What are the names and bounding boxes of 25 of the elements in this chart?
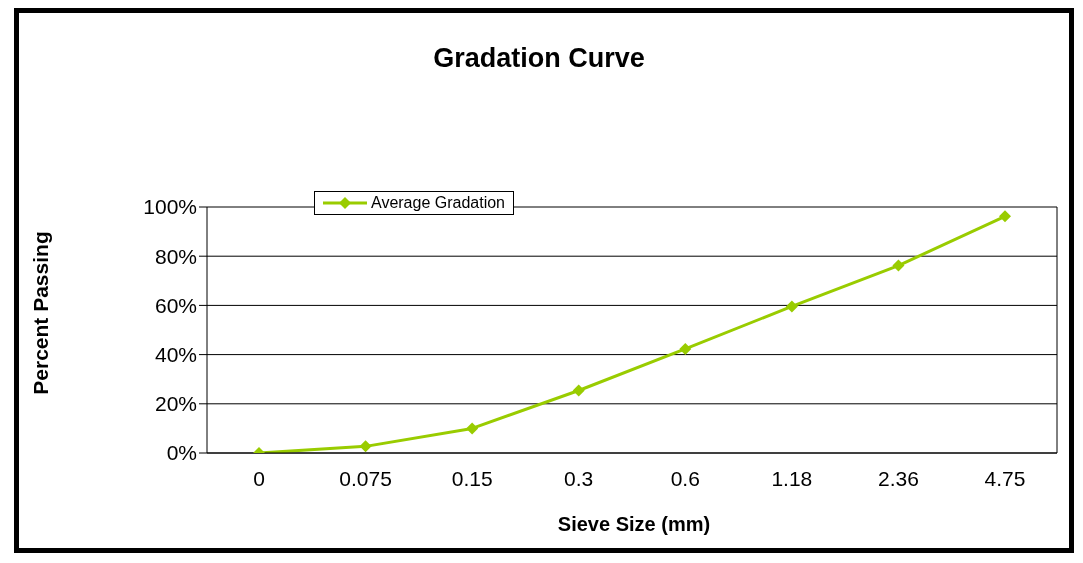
x-axis-title: Sieve Size (mm): [556, 513, 712, 536]
point: [679, 342, 692, 355]
x-tick-label: 0.6: [670, 466, 700, 490]
x-tick-label: 4.75: [984, 466, 1026, 490]
legend-label: Average Gradation: [371, 194, 506, 212]
point: [466, 422, 479, 435]
y-tick-label: 0%: [166, 441, 197, 465]
point: [572, 384, 585, 397]
y-tick-label: 20%: [154, 392, 197, 416]
y-tick-label: 40%: [154, 343, 197, 367]
x-tick-label: 2.36: [877, 466, 919, 490]
point: [892, 259, 905, 272]
x-tick-label: 0: [253, 466, 265, 490]
point: [999, 210, 1011, 223]
point: [359, 440, 372, 453]
y-tick-label: 100%: [143, 195, 197, 219]
y-axis-title: Percent Passing: [29, 231, 53, 395]
x-tick-label: 1.18: [771, 466, 813, 490]
x-tick-label: 0.3: [564, 466, 594, 490]
x-tick-label: 0.15: [451, 466, 493, 490]
y-tick-label: 80%: [154, 244, 197, 268]
y-tick-label: 60%: [154, 293, 197, 317]
chart-title: Gradation Curve: [432, 43, 646, 74]
x-tick-label: 0.075: [339, 466, 392, 490]
point: [785, 300, 798, 313]
